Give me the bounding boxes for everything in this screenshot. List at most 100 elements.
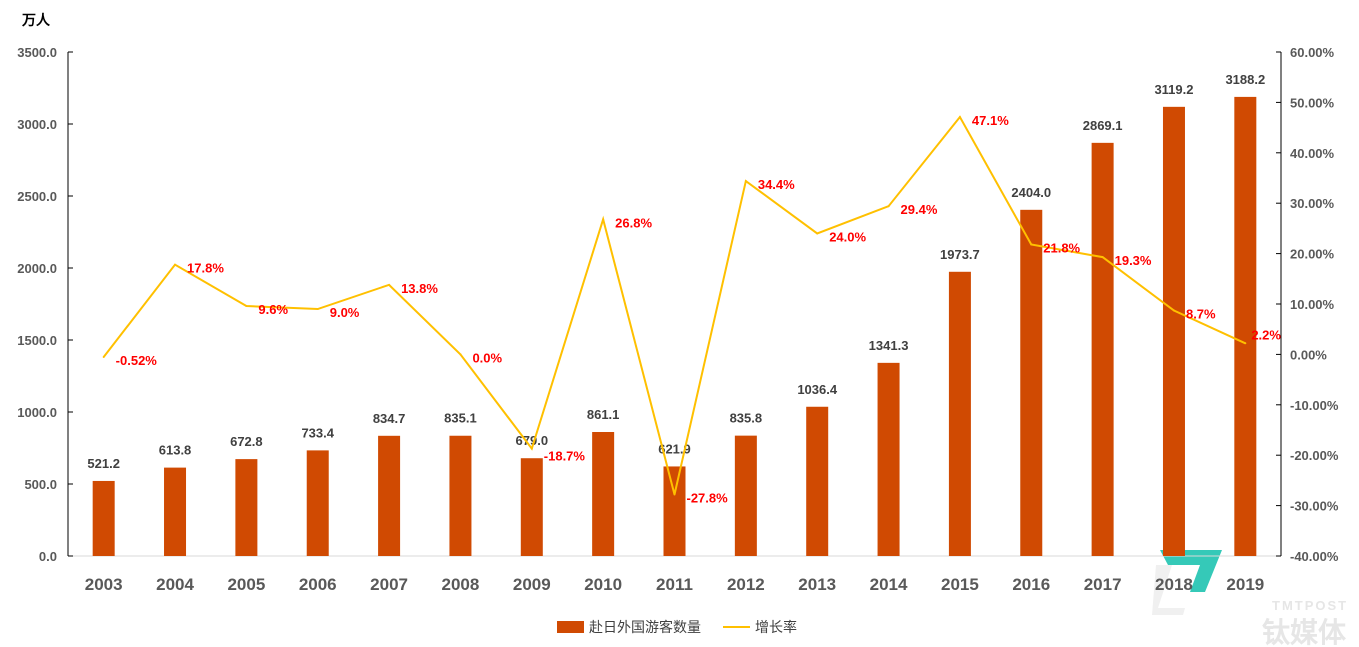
bar — [948, 271, 971, 556]
bar-value-label: 1973.7 — [940, 247, 980, 262]
watermark-brand-cn-text: 钛媒体 — [1262, 617, 1347, 647]
bar-value-label: 613.8 — [159, 443, 192, 458]
bar-value-label: 3119.2 — [1154, 82, 1193, 97]
growth-rate-label: 13.8% — [401, 281, 438, 296]
x-tick-label: 2018 — [1155, 575, 1193, 594]
growth-rate-label: -18.7% — [544, 449, 586, 464]
x-tick-label: 2007 — [370, 575, 408, 594]
growth-rate-label: 47.1% — [972, 113, 1009, 128]
growth-rate-point — [1244, 342, 1247, 345]
bar-value-label: 1036.4 — [797, 382, 838, 397]
growth-rate-label: 9.0% — [330, 305, 360, 320]
growth-rate-point — [958, 116, 961, 119]
growth-rate-point — [602, 218, 605, 221]
right-tick-label: 50.00% — [1290, 95, 1335, 110]
bar-value-label: 2869.1 — [1083, 118, 1123, 133]
right-tick-label: 0.00% — [1290, 347, 1327, 362]
x-tick-label: 2012 — [727, 575, 765, 594]
legend-line-label: 增长率 — [755, 619, 797, 635]
y-axis-unit-label: 万人 — [21, 12, 51, 28]
growth-rate-point — [744, 180, 747, 183]
right-tick-label: 30.00% — [1290, 196, 1335, 211]
left-tick-label: 500.0 — [24, 477, 57, 492]
x-tick-label: 2003 — [85, 575, 123, 594]
right-tick-label: -20.00% — [1290, 448, 1339, 463]
bar-value-label: 672.8 — [230, 434, 263, 449]
x-tick-label: 2008 — [442, 575, 480, 594]
left-tick-label: 3500.0 — [17, 45, 57, 60]
right-tick-label: -10.00% — [1290, 398, 1339, 413]
right-tick-label: 60.00% — [1290, 45, 1335, 60]
bar — [663, 466, 686, 556]
bar-value-label: 834.7 — [373, 411, 406, 426]
bar-value-label: 1341.3 — [869, 338, 909, 353]
left-tick-label: 2000.0 — [17, 261, 57, 276]
bar-value-label: 621.9 — [658, 441, 691, 456]
right-tick-label: 40.00% — [1290, 146, 1335, 161]
x-tick-label: 2019 — [1226, 575, 1264, 594]
bar — [1091, 142, 1114, 556]
growth-rate-point — [887, 205, 890, 208]
bar — [1234, 96, 1257, 556]
x-tick-label: 2011 — [656, 575, 693, 594]
growth-rate-point — [1101, 256, 1104, 259]
x-tick-label: 2010 — [584, 575, 622, 594]
growth-rate-point — [530, 447, 533, 450]
bar — [449, 435, 472, 556]
bar-value-label: 3188.2 — [1225, 72, 1265, 87]
growth-rate-point — [816, 232, 819, 235]
watermark-logo-icon — [1160, 550, 1222, 592]
bar — [592, 432, 615, 556]
growth-rate-label: 26.8% — [615, 215, 652, 230]
growth-rate-point — [102, 356, 105, 359]
right-tick-label: 10.00% — [1290, 297, 1335, 312]
bar-value-label: 733.4 — [301, 425, 334, 440]
bar — [1162, 106, 1185, 556]
x-tick-label: 2013 — [798, 575, 836, 594]
growth-rate-label: 8.7% — [1186, 307, 1216, 322]
right-tick-label: -40.00% — [1290, 549, 1339, 564]
left-tick-label: 0.0 — [39, 549, 57, 564]
growth-rate-label: 17.8% — [187, 261, 224, 276]
bar-value-label: 2404.0 — [1011, 185, 1051, 200]
x-tick-label: 2017 — [1084, 575, 1122, 594]
watermark-brand-text: TMTPOST — [1272, 598, 1348, 613]
growth-rate-point — [1172, 309, 1175, 312]
x-tick-label: 2005 — [227, 575, 265, 594]
legend-bar-label: 赴日外国游客数量 — [589, 619, 701, 635]
bar-value-label: 861.1 — [587, 407, 620, 422]
growth-rate-point — [459, 353, 462, 356]
left-tick-label: 1000.0 — [17, 405, 57, 420]
growth-rate-label: 29.4% — [901, 202, 938, 217]
left-tick-label: 2500.0 — [17, 189, 57, 204]
left-tick-label: 3000.0 — [17, 117, 57, 132]
growth-rate-point — [316, 308, 319, 311]
growth-rate-point — [388, 283, 391, 286]
growth-rate-label: 2.2% — [1251, 327, 1281, 342]
x-tick-label: 2006 — [299, 575, 337, 594]
bar-value-label: 521.2 — [87, 456, 120, 471]
bar — [378, 435, 401, 556]
bar — [92, 480, 115, 556]
bar-value-label: 835.8 — [730, 411, 763, 426]
growth-rate-label: -27.8% — [687, 491, 729, 506]
x-tick-label: 2009 — [513, 575, 551, 594]
bar — [164, 467, 187, 556]
left-tick-label: 1500.0 — [17, 333, 57, 348]
watermark-logo-icon — [1152, 565, 1185, 615]
growth-rate-label: 0.0% — [472, 350, 502, 365]
growth-rate-label: 9.6% — [258, 302, 288, 317]
bar — [734, 435, 757, 556]
bar-value-label: 835.1 — [444, 411, 477, 426]
bar — [306, 450, 329, 556]
bar — [520, 458, 543, 556]
x-tick-label: 2016 — [1012, 575, 1050, 594]
legend-bar-swatch — [557, 621, 584, 633]
right-tick-label: 20.00% — [1290, 247, 1335, 262]
bar — [877, 362, 900, 556]
growth-rate-label: -0.52% — [116, 353, 158, 368]
right-tick-label: -30.00% — [1290, 499, 1339, 514]
bar — [235, 459, 258, 556]
growth-rate-point — [1030, 243, 1033, 246]
